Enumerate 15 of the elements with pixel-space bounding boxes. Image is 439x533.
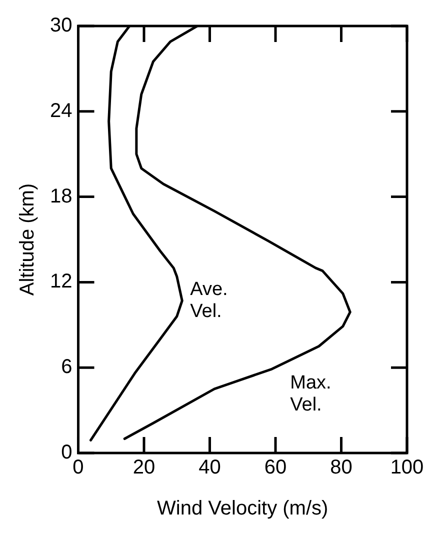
y-tick-label: 0 bbox=[61, 442, 72, 464]
series-label: Max. Vel. bbox=[290, 372, 332, 416]
y-tick-label: 30 bbox=[50, 14, 72, 37]
x-tick-label: 100 bbox=[390, 456, 424, 479]
x-axis-title: Wind Velocity (m/s) bbox=[157, 498, 328, 520]
y-tick-label: 12 bbox=[50, 270, 72, 293]
y-tick-label: 6 bbox=[61, 356, 72, 378]
x-tick-label: 60 bbox=[264, 456, 287, 479]
y-axis-title: Altitude (km) bbox=[16, 183, 39, 296]
y-tick-label: 24 bbox=[50, 100, 72, 122]
x-tick-label: 20 bbox=[132, 456, 156, 479]
y-tick-label: 18 bbox=[50, 185, 72, 208]
x-tick-label: 40 bbox=[198, 456, 221, 479]
series-label: Ave. Vel. bbox=[190, 278, 228, 322]
x-tick-label: 80 bbox=[330, 456, 352, 479]
